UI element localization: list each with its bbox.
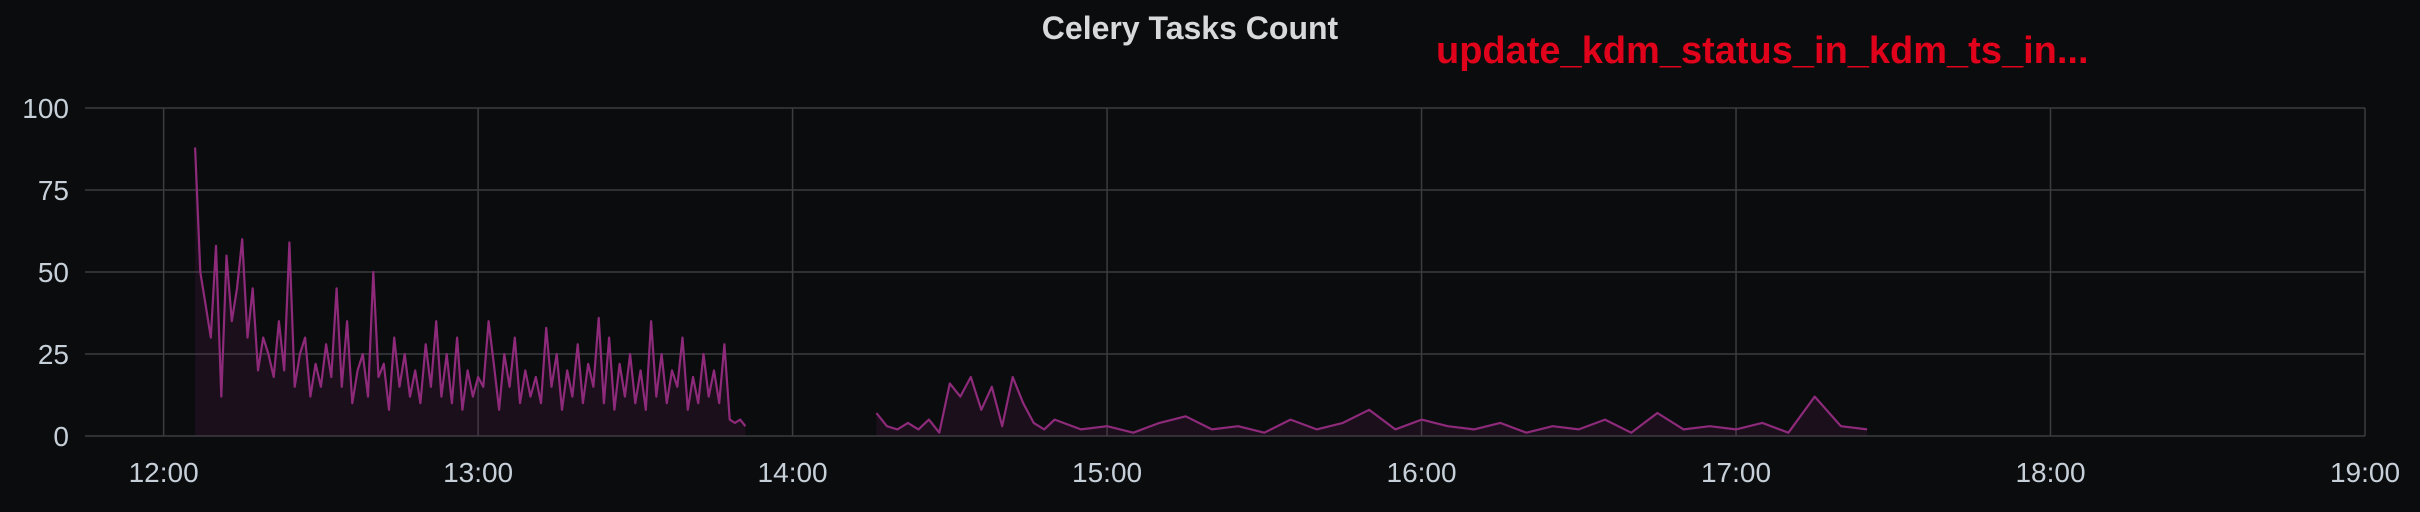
grid [85,107,2366,437]
x-tick-label: 17:00 [1701,457,1771,488]
x-tick-label: 12:00 [129,457,199,488]
series-area [876,377,1868,436]
y-tick-label: 50 [38,257,69,288]
y-tick-label: 100 [22,93,69,124]
x-tick-label: 13:00 [443,457,513,488]
x-tick-label: 18:00 [2015,457,2085,488]
series-layer [194,147,1868,436]
y-tick-label: 25 [38,339,69,370]
axis-labels: 0 25 50 75 100 12:00 13:00 14:00 15:00 16:00 17:00… [22,93,2400,488]
series-annotation: update_kdm_status_in_kdm_ts_in... [1436,30,2089,72]
series-line[interactable] [194,147,747,427]
x-tick-label: 19:00 [2330,457,2400,488]
y-tick-label: 0 [53,421,69,452]
x-tick-label: 15:00 [1072,457,1142,488]
x-tick-label: 16:00 [1387,457,1457,488]
series-line[interactable] [875,375,1868,434]
y-tick-label: 75 [38,175,69,206]
x-tick-label: 14:00 [758,457,828,488]
chart-title[interactable]: Celery Tasks Count [1041,10,1339,46]
